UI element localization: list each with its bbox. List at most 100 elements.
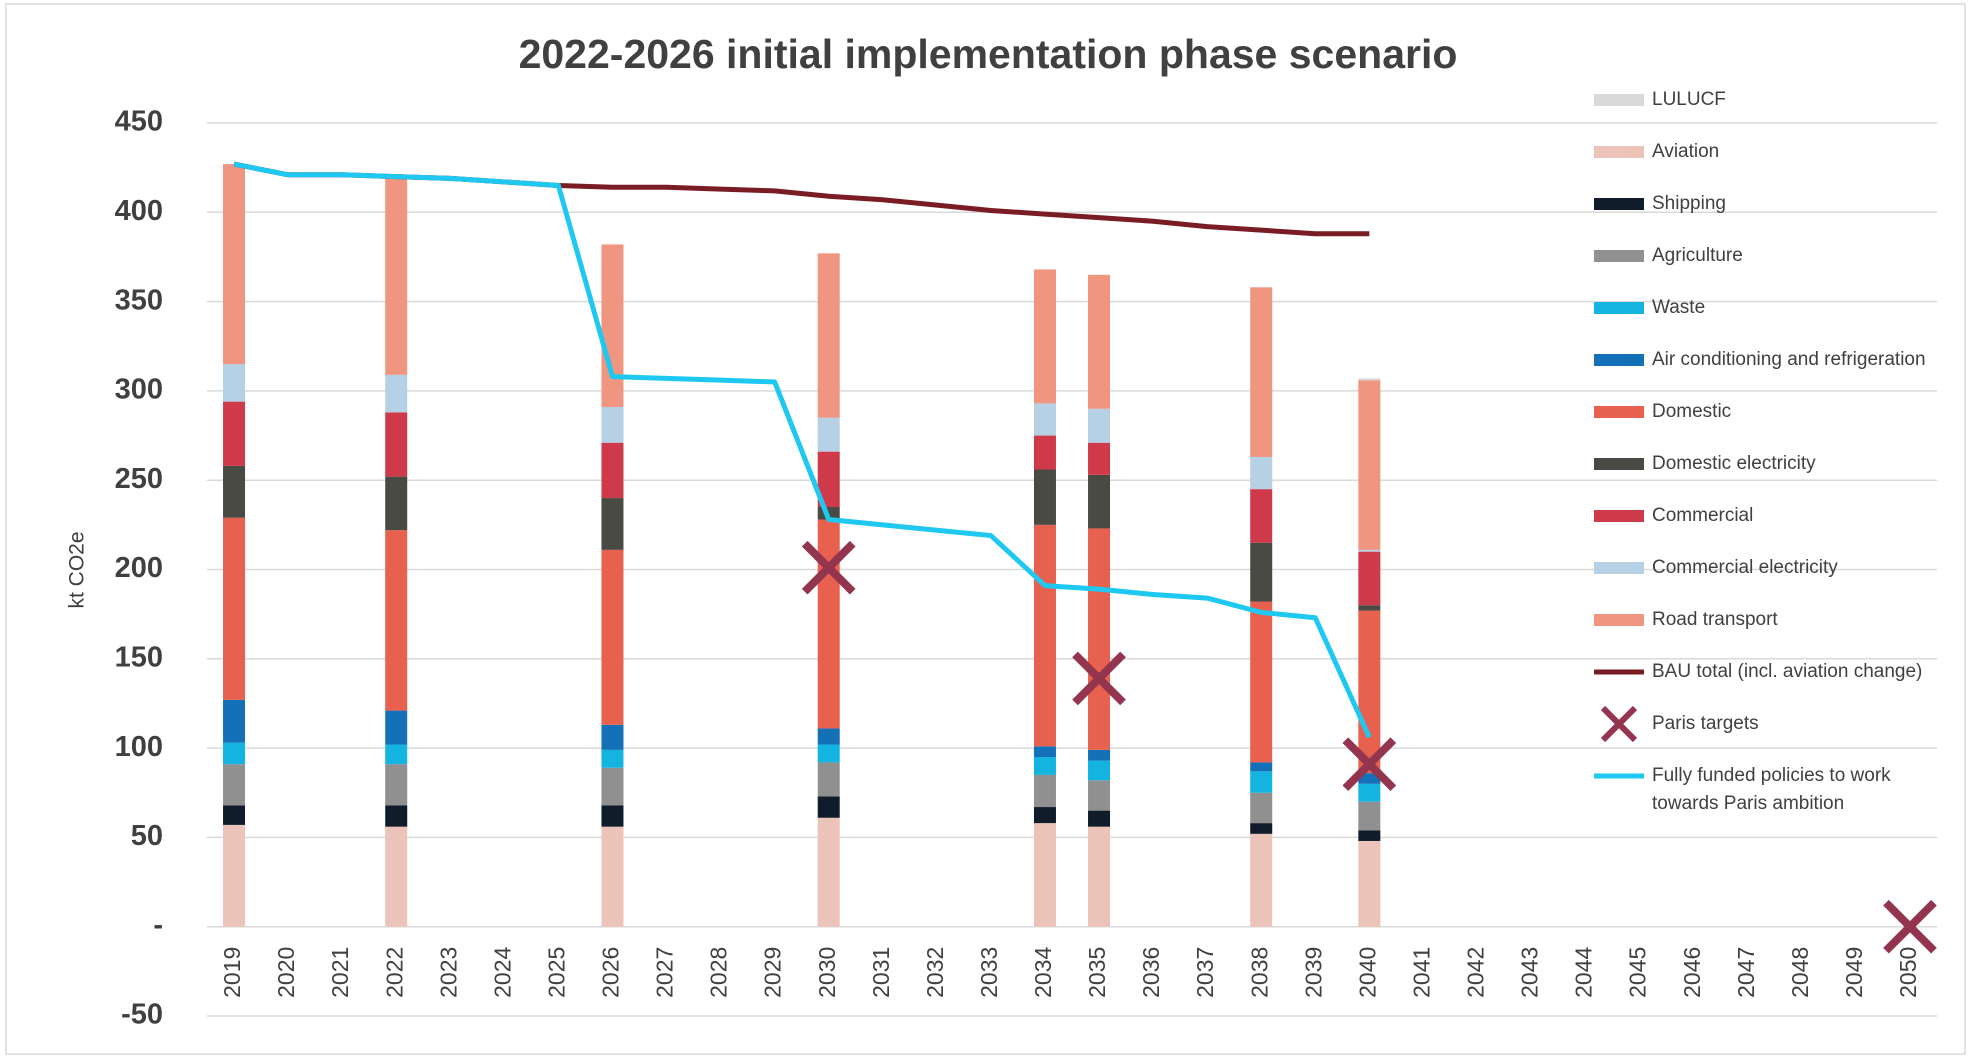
bar-segment xyxy=(1033,807,1056,824)
bar-segment xyxy=(223,517,246,700)
x-tick-label: 2045 xyxy=(1625,947,1651,998)
bar-segment xyxy=(1033,774,1056,808)
bar-segment xyxy=(601,244,624,407)
y-tick-label: 350 xyxy=(115,284,163,316)
x-tick-label: 2022 xyxy=(381,947,407,998)
target-marker xyxy=(1883,899,1937,954)
y-tick-label: -50 xyxy=(121,999,163,1031)
y-tick-label: 100 xyxy=(115,731,163,763)
bar-segment xyxy=(817,762,840,797)
target-marker xyxy=(1342,737,1397,792)
x-tick-label: 2032 xyxy=(922,947,948,998)
legend-swatch xyxy=(1594,302,1644,314)
x-tick-label: 2023 xyxy=(435,947,461,998)
bar-segment xyxy=(1088,274,1111,409)
line-series xyxy=(233,161,1372,739)
bar-segment xyxy=(223,805,246,825)
x-tick-label: 2042 xyxy=(1463,947,1489,998)
x-tick-label: 2047 xyxy=(1733,947,1759,998)
y-tick-label: 150 xyxy=(115,641,163,673)
x-tick-label: 2044 xyxy=(1571,946,1597,997)
x-tick-label: 2029 xyxy=(760,947,786,998)
x-tick-label: 2036 xyxy=(1138,947,1164,998)
x-tick-label: 2020 xyxy=(273,947,299,998)
legend-swatch xyxy=(1600,705,1638,743)
bar-segment xyxy=(817,728,840,745)
bar-segment xyxy=(223,764,246,806)
bar-segment xyxy=(817,796,840,818)
x-tick-label: 2031 xyxy=(868,947,894,998)
x-tick-label: 2040 xyxy=(1354,947,1380,998)
legend-swatch xyxy=(1594,250,1644,262)
legend-label: Agriculture xyxy=(1652,245,1743,266)
y-tick-label: 450 xyxy=(115,106,163,138)
legend-label: Shipping xyxy=(1652,193,1726,214)
legend-label: Aviation xyxy=(1652,141,1719,162)
legend-label: Air conditioning and refrigeration xyxy=(1652,349,1926,370)
x-tick-label: 2026 xyxy=(598,947,624,998)
bar-segment xyxy=(1358,549,1381,552)
bar-segment xyxy=(1250,771,1273,793)
bar-segment xyxy=(223,824,246,927)
legend-swatch xyxy=(1594,406,1644,418)
bar-segment xyxy=(1358,783,1381,802)
bar-segment xyxy=(385,530,408,711)
x-tick-label: 2039 xyxy=(1300,947,1326,998)
bar-segment xyxy=(817,744,840,763)
x-tick-label: 2025 xyxy=(543,947,569,998)
bar-segment xyxy=(223,465,246,518)
bar-segment xyxy=(385,764,408,806)
bar-segment xyxy=(817,417,840,452)
bar-segment xyxy=(1358,773,1381,784)
x-tick-label: 2050 xyxy=(1895,947,1921,998)
x-tick-label: 2021 xyxy=(327,947,353,998)
chart-title: 2022-2026 initial implementation phase s… xyxy=(519,31,1458,77)
legend-label: LULUCF xyxy=(1652,89,1726,110)
bar-segment xyxy=(385,374,408,413)
bar-segment xyxy=(1250,792,1273,824)
legend-label: Fully funded policies to work towards Par… xyxy=(1652,765,1891,814)
bar-segment xyxy=(1250,456,1273,490)
bar-segment xyxy=(1358,551,1381,606)
x-tick-label: 2034 xyxy=(1030,946,1056,997)
bar-segment xyxy=(1033,269,1056,404)
x-tick-label: 2046 xyxy=(1679,947,1705,998)
bar-segment xyxy=(1033,746,1056,758)
legend-swatch xyxy=(1594,94,1644,106)
x-tick-label: 2033 xyxy=(976,947,1002,998)
bar-segment xyxy=(1250,833,1273,927)
bar-segment xyxy=(1358,840,1381,927)
y-tick-label: 400 xyxy=(115,195,163,227)
bar-segment xyxy=(1250,287,1273,457)
legend-label: Road transport xyxy=(1652,609,1778,630)
bar-segment xyxy=(223,401,246,466)
legend-swatch xyxy=(1594,510,1644,522)
legend-swatch xyxy=(1594,146,1644,158)
bar-segment xyxy=(1358,830,1381,841)
x-tick-label: 2028 xyxy=(706,947,732,998)
bar-segment xyxy=(601,767,624,806)
bar-segment xyxy=(817,519,840,729)
y-tick-label: 200 xyxy=(115,552,163,584)
legend-swatch xyxy=(1594,354,1644,366)
bar-segment xyxy=(223,742,246,765)
legend-label: Commercial electricity xyxy=(1652,557,1838,578)
bar-segment xyxy=(1358,380,1381,550)
bar-segment xyxy=(601,724,624,750)
y-tick-label: - xyxy=(153,909,163,941)
bar-segment xyxy=(1033,757,1056,775)
legend-label: Commercial xyxy=(1652,505,1753,526)
x-tick-label: 2027 xyxy=(652,947,678,998)
bar-segment xyxy=(223,364,246,402)
bar-segment xyxy=(601,549,624,725)
bar-segment xyxy=(1250,762,1273,772)
bar-segment xyxy=(1033,823,1056,927)
legend-swatch xyxy=(1594,562,1644,574)
bar-segment xyxy=(385,476,408,531)
legend-label: Waste xyxy=(1652,297,1705,318)
bar-segment xyxy=(385,176,408,375)
bar-segment xyxy=(223,699,246,743)
legend-label: Domestic electricity xyxy=(1652,453,1816,474)
bar-segment xyxy=(1033,403,1056,436)
